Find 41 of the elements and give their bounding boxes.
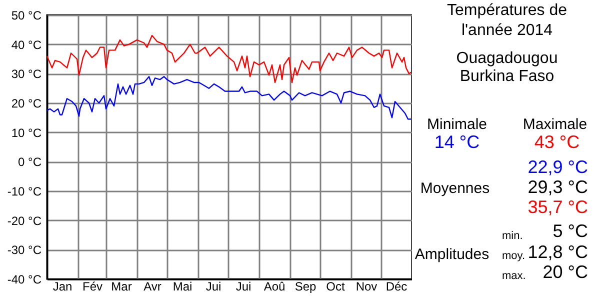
text: 29,3 °C xyxy=(528,177,588,197)
y-tick-label: -10 °C xyxy=(7,184,42,198)
line-series xyxy=(46,76,412,120)
text: 12,8 °C xyxy=(528,242,588,262)
y-tick-label: 50 °C xyxy=(11,8,42,22)
x-tick-label: Déc xyxy=(386,280,408,294)
text: min. xyxy=(502,230,523,242)
x-tick-label: Aoû xyxy=(264,280,286,294)
text: Minimale xyxy=(426,116,488,133)
x-tick-label: Mar xyxy=(111,280,132,294)
text: 35,7 °C xyxy=(528,197,588,217)
text: Amplitudes xyxy=(414,246,490,263)
text: 43 °C xyxy=(534,132,580,152)
y-tick-label: 40 °C xyxy=(11,38,42,52)
text: 14 °C xyxy=(434,132,480,152)
x-tick-label: Fév xyxy=(82,280,103,294)
text: Maximale xyxy=(522,116,588,133)
text: 5 °C xyxy=(552,221,588,241)
line-series xyxy=(46,34,412,84)
y-tick-label: 30 °C xyxy=(11,67,42,82)
x-tick-label: Avr xyxy=(144,280,162,294)
y-tick-label: 20 °C xyxy=(11,96,42,110)
text: Ouagadougou Burkina Faso xyxy=(456,50,558,85)
text: moy. xyxy=(502,250,526,262)
text: 20 °C xyxy=(542,262,588,282)
x-tick-label: Jan xyxy=(52,280,72,294)
x-tick-label: Jui xyxy=(236,280,252,294)
y-tick-label: -30 °C xyxy=(7,243,42,258)
x-tick-label: Nov xyxy=(356,280,378,294)
x-tick-label: Mai xyxy=(172,280,192,294)
text: max. xyxy=(502,270,526,282)
text: 22,9 °C xyxy=(528,157,588,177)
y-tick-label: -20 °C xyxy=(7,214,42,228)
x-tick-label: Sep xyxy=(294,280,316,294)
y-tick-label: 10 °C xyxy=(11,126,42,140)
y-tick-label: 0 °C xyxy=(18,155,42,170)
text: Températures de l'année 2014 xyxy=(446,2,568,39)
text: Moyennes xyxy=(420,180,490,197)
x-tick-label: Jui xyxy=(206,280,222,294)
y-tick-label: -40 °C xyxy=(7,272,42,286)
x-tick-label: Oct xyxy=(326,280,346,294)
